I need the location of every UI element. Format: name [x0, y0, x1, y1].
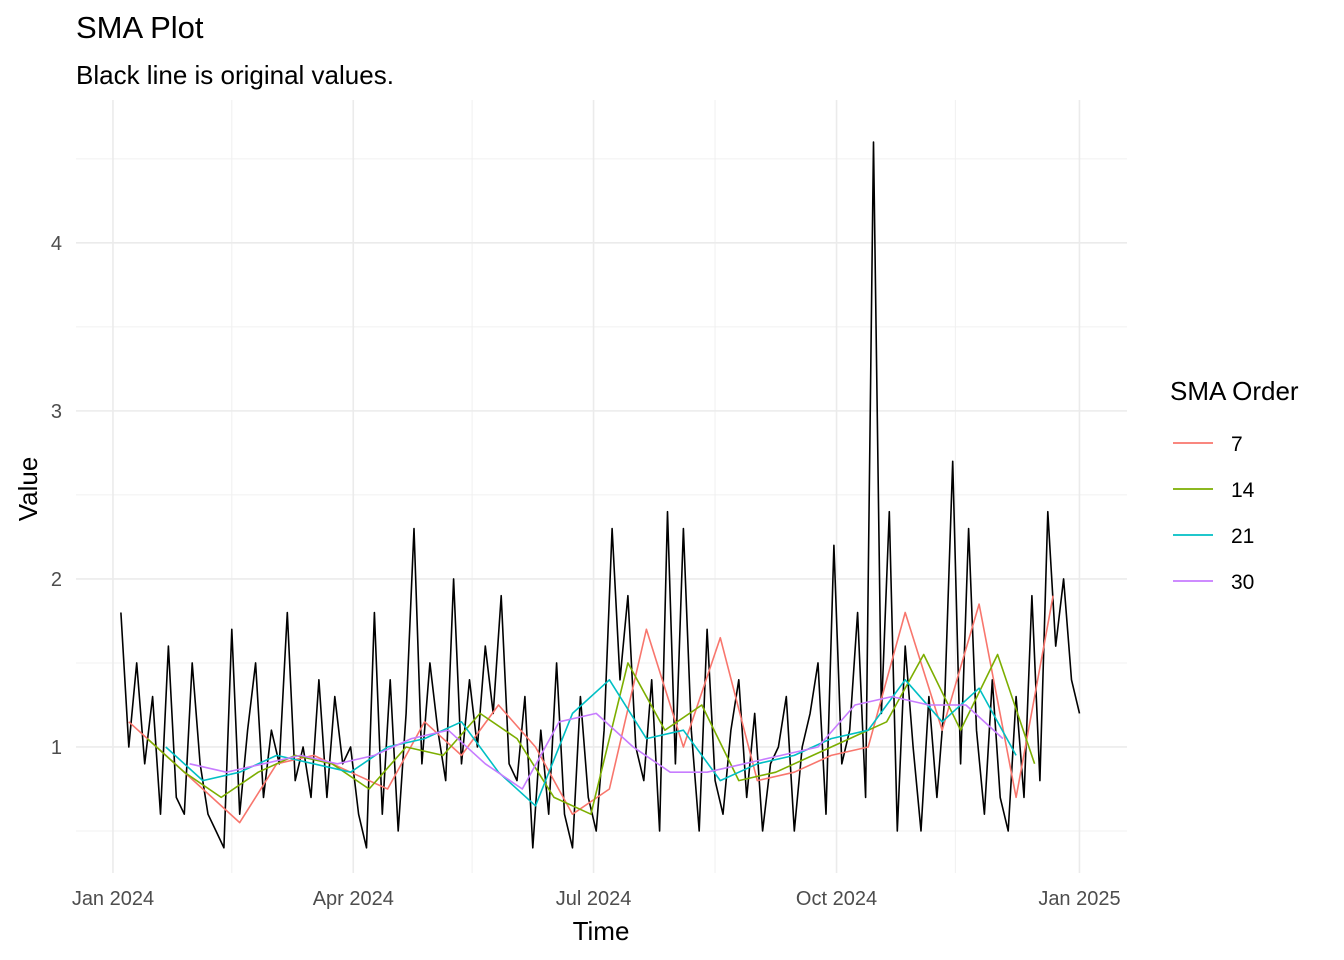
x-tick-label: Jan 2025 — [1038, 888, 1120, 910]
series-sma-21 — [165, 678, 1017, 807]
legend-entries: 7 14 21 30 — [1173, 433, 1255, 594]
y-axis-ticks: 1 2 3 4 — [51, 233, 62, 759]
y-axis-title: Value — [13, 457, 43, 522]
x-axis-ticks: Jan 2024 Apr 2024 Jul 2024 Oct 2024 Jan 2025 — [72, 888, 1121, 910]
x-tick-label: Oct 2024 — [796, 888, 877, 910]
chart-subtitle: Black line is original values. — [76, 60, 394, 90]
y-tick-label: 2 — [51, 569, 62, 591]
x-tick-label: Apr 2024 — [313, 888, 394, 910]
legend-label-7: 7 — [1231, 433, 1243, 456]
series-sma-30 — [189, 695, 1004, 790]
x-tick-label: Jul 2024 — [556, 888, 632, 910]
series-original — [120, 141, 1081, 849]
series-lines — [120, 141, 1081, 849]
x-axis-title: Time — [573, 916, 630, 946]
legend-label-30: 30 — [1231, 571, 1254, 594]
y-tick-label: 1 — [51, 737, 62, 759]
y-tick-label: 4 — [51, 233, 62, 255]
legend-title: SMA Order — [1170, 376, 1299, 406]
series-sma-7 — [128, 595, 1054, 824]
legend-label-21: 21 — [1231, 525, 1254, 548]
legend-label-14: 14 — [1231, 479, 1255, 502]
series-sma-14 — [146, 653, 1036, 816]
legend: SMA Order 7 14 21 30 — [1170, 376, 1299, 594]
y-tick-label: 3 — [51, 401, 62, 423]
x-tick-label: Jan 2024 — [72, 888, 154, 910]
chart-title: SMA Plot — [76, 10, 204, 45]
